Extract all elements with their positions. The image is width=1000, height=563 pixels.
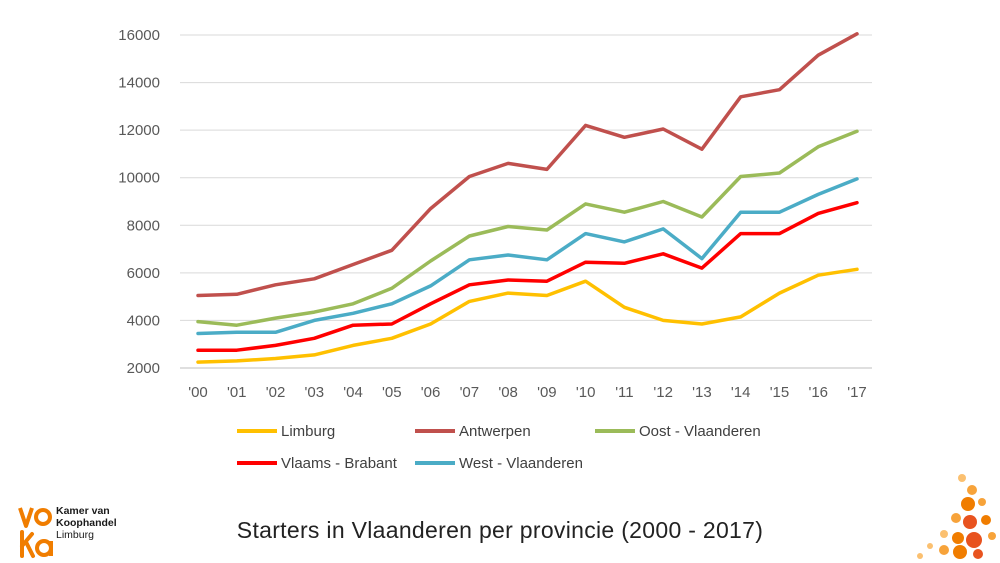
dot <box>967 485 977 495</box>
x-axis-ticks: '00 '01 '02 '03 '04 '05 '06 '07 '08 '09 '10 '11 '12 '… <box>188 384 867 401</box>
dot <box>917 553 923 559</box>
x-tick-label: '06 <box>421 384 441 401</box>
x-tick-label: '10 <box>576 384 596 401</box>
x-tick-label: '01 <box>227 384 247 401</box>
x-tick-label: '16 <box>808 384 828 401</box>
dot <box>978 498 986 506</box>
dot <box>988 532 996 540</box>
dot <box>973 549 983 559</box>
series-line-west-vlaanderen <box>196 177 859 336</box>
voka-logo-icon <box>18 507 53 558</box>
dot <box>981 515 991 525</box>
chart-caption: Starters in Vlaanderen per provincie (20… <box>236 517 764 543</box>
x-tick-label: '12 <box>653 384 673 401</box>
x-tick-label: '15 <box>770 384 790 401</box>
brand-line-3: Limburg <box>56 529 94 541</box>
series-line-limburg <box>196 267 859 364</box>
x-tick-label: '00 <box>188 384 208 401</box>
legend-label: Limburg <box>281 423 335 440</box>
y-tick-label: 6000 <box>127 265 160 282</box>
legend-label: Antwerpen <box>459 423 531 440</box>
series-lines <box>196 32 859 364</box>
legend-label: West - Vlaanderen <box>459 455 583 472</box>
x-tick-label: '08 <box>498 384 518 401</box>
legend-item: West - Vlaanderen <box>415 455 583 472</box>
legend: Limburg Antwerpen Oost - Vlaanderen Vlaams … <box>237 423 761 472</box>
legend-item: Oost - Vlaanderen <box>595 423 761 440</box>
dot <box>940 530 948 538</box>
series-line-oost-vlaanderen <box>196 129 859 327</box>
dot <box>952 532 964 544</box>
y-tick-label: 8000 <box>127 217 160 234</box>
x-tick-label: '13 <box>692 384 712 401</box>
dot <box>963 515 977 529</box>
y-tick-label: 10000 <box>118 170 160 187</box>
y-tick-label: 14000 <box>118 75 160 92</box>
brand-line-2: Koophandel <box>56 517 117 529</box>
brand-line-1: Kamer van <box>56 505 110 517</box>
dot <box>958 474 966 482</box>
voka-logo <box>18 507 53 558</box>
dot <box>966 532 982 548</box>
x-tick-label: '04 <box>343 384 363 401</box>
x-tick-label: '09 <box>537 384 557 401</box>
x-tick-label: '11 <box>615 384 633 401</box>
legend-item: Limburg <box>237 423 335 440</box>
y-tick-label: 2000 <box>127 360 160 377</box>
y-tick-label: 12000 <box>118 122 160 139</box>
series-line-antwerpen <box>196 32 859 298</box>
dot <box>961 497 975 511</box>
legend-item: Antwerpen <box>415 423 531 440</box>
legend-item: Vlaams - Brabant <box>237 455 398 472</box>
series-line-vlaams-brabant <box>196 200 859 352</box>
x-tick-label: '07 <box>460 384 480 401</box>
legend-label: Oost - Vlaanderen <box>639 423 761 440</box>
dot <box>953 545 967 559</box>
y-tick-label: 16000 <box>118 27 160 44</box>
legend-label: Vlaams - Brabant <box>281 455 398 472</box>
dot <box>939 545 949 555</box>
x-tick-label: '02 <box>266 384 286 401</box>
dot <box>927 543 933 549</box>
x-tick-label: '17 <box>847 384 867 401</box>
gridlines <box>180 34 872 321</box>
brand-text: Kamer van Koophandel Limburg <box>56 505 117 541</box>
y-axis-ticks: 2000 4000 6000 8000 10000 12000 14000 16000 <box>118 27 160 377</box>
dot <box>951 513 961 523</box>
decorative-dots-icon <box>917 474 996 559</box>
x-tick-label: '14 <box>731 384 751 401</box>
x-tick-label: '03 <box>305 384 325 401</box>
y-tick-label: 4000 <box>127 312 160 329</box>
x-tick-label: '05 <box>382 384 402 401</box>
